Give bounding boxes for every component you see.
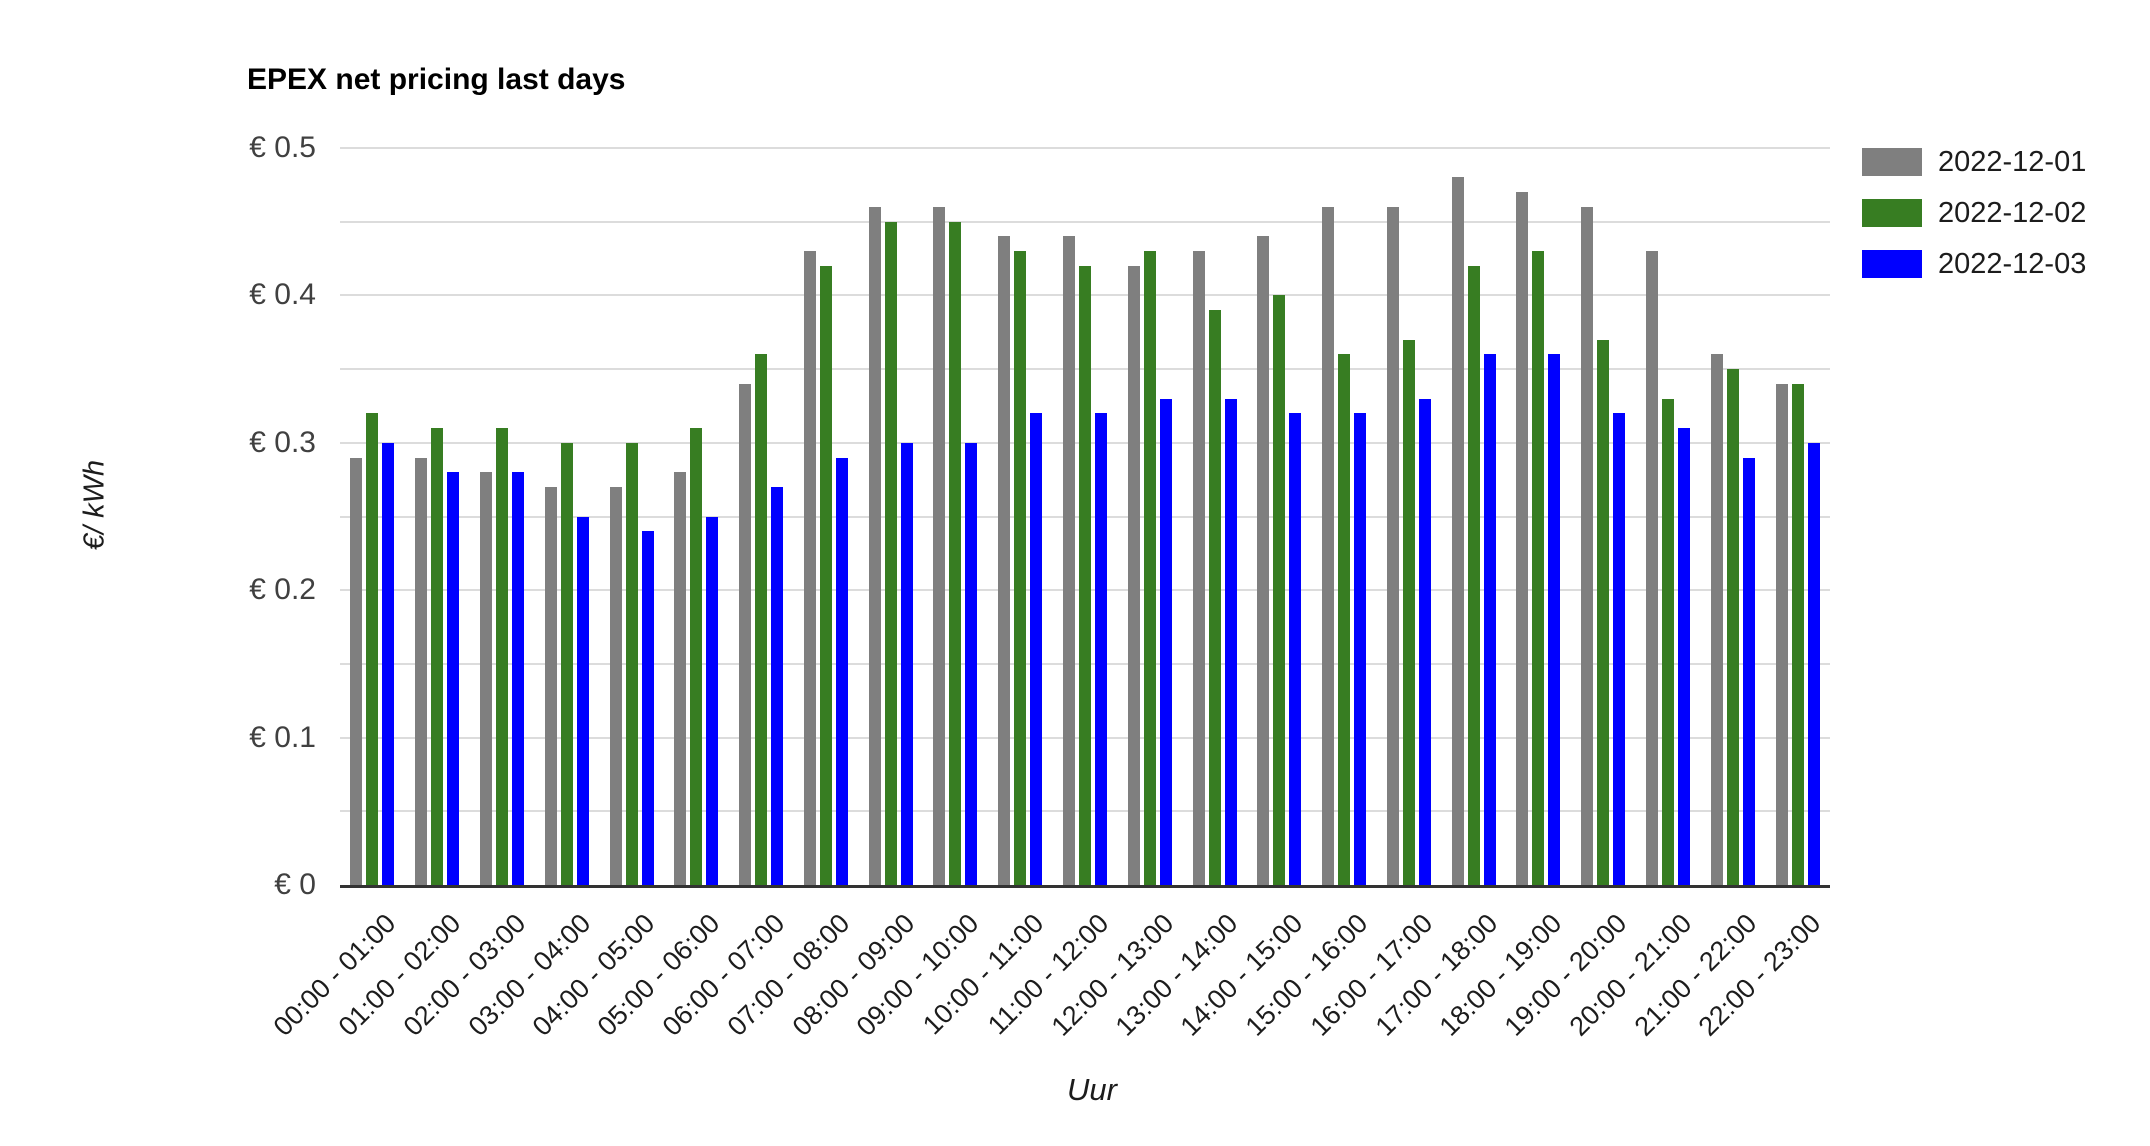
bar-2022-12-02-12:00[interactable] (1143, 251, 1156, 885)
bar-2022-12-03-11:00[interactable] (1095, 413, 1107, 885)
bar-2022-12-02-19:00[interactable] (1597, 339, 1610, 885)
bar-2022-12-02-08:00[interactable] (884, 221, 897, 885)
bar-2022-12-01-05:00[interactable] (674, 472, 687, 885)
y-tick-label: € 0.1 (249, 720, 316, 754)
bar-2022-12-03-06:00[interactable] (771, 487, 784, 885)
bar-2022-12-03-14:00[interactable] (1289, 413, 1302, 885)
bar-2022-12-02-15:00[interactable] (1338, 354, 1351, 885)
bar-2022-12-02-11:00[interactable] (1079, 265, 1091, 885)
bar-2022-12-01-03:00[interactable] (544, 487, 557, 885)
bar-2022-12-01-02:00[interactable] (479, 472, 492, 885)
bar-2022-12-02-20:00[interactable] (1662, 398, 1675, 885)
bar-2022-12-02-18:00[interactable] (1532, 251, 1545, 885)
bar-2022-12-02-02:00[interactable] (495, 428, 508, 885)
legend-swatch (1862, 148, 1922, 176)
bar-2022-12-01-21:00[interactable] (1710, 354, 1723, 885)
bar-2022-12-01-00:00[interactable] (350, 457, 363, 885)
bar-2022-12-02-05:00[interactable] (690, 428, 703, 885)
bar-2022-12-03-09:00[interactable] (965, 442, 978, 885)
bar-2022-12-02-21:00[interactable] (1726, 369, 1739, 885)
bar-2022-12-02-00:00[interactable] (366, 413, 379, 885)
bar-2022-12-03-16:00[interactable] (1418, 398, 1431, 885)
y-tick-label: € 0.3 (249, 425, 316, 459)
bar-2022-12-02-01:00[interactable] (431, 428, 444, 885)
bar-2022-12-03-07:00[interactable] (835, 457, 848, 885)
bar-2022-12-01-06:00[interactable] (739, 383, 752, 885)
bar-2022-12-03-03:00[interactable] (576, 516, 589, 885)
bar-2022-12-01-20:00[interactable] (1646, 251, 1659, 885)
legend-item-2022-12-03[interactable]: 2022-12-03 (1862, 248, 2086, 280)
legend: 2022-12-01 2022-12-02 2022-12-03 (1862, 146, 2086, 299)
bar-2022-12-01-15:00[interactable] (1322, 206, 1335, 885)
bar-2022-12-01-12:00[interactable] (1127, 265, 1140, 885)
bar-2022-12-03-00:00[interactable] (382, 442, 395, 885)
legend-label: 2022-12-02 (1938, 197, 2087, 229)
bar-2022-12-03-19:00[interactable] (1613, 413, 1626, 885)
bar-2022-12-01-18:00[interactable] (1516, 192, 1529, 885)
bar-2022-12-01-16:00[interactable] (1386, 206, 1399, 885)
legend-swatch (1862, 199, 1922, 227)
bar-2022-12-01-19:00[interactable] (1581, 206, 1594, 885)
bar-2022-12-02-10:00[interactable] (1014, 251, 1027, 885)
bar-2022-12-02-04:00[interactable] (625, 442, 638, 885)
bar-2022-12-03-10:00[interactable] (1030, 413, 1043, 885)
bar-2022-12-01-13:00[interactable] (1192, 251, 1205, 885)
bar-2022-12-02-14:00[interactable] (1273, 295, 1286, 885)
bar-2022-12-03-17:00[interactable] (1483, 354, 1496, 885)
legend-label: 2022-12-03 (1938, 248, 2087, 280)
y-axis-title: €/ kWh (78, 459, 111, 551)
bar-2022-12-03-02:00[interactable] (511, 472, 524, 885)
bar-2022-12-02-03:00[interactable] (560, 442, 573, 885)
bar-2022-12-01-07:00[interactable] (803, 251, 816, 885)
y-tick-label: € 0.5 (249, 131, 316, 164)
bar-2022-12-01-08:00[interactable] (868, 206, 881, 885)
y-tick-label: € 0.2 (249, 573, 316, 607)
legend-item-2022-12-02[interactable]: 2022-12-02 (1862, 197, 2086, 229)
y-tick-label: € 0.4 (249, 278, 316, 312)
bar-2022-12-03-08:00[interactable] (900, 442, 913, 885)
bar-2022-12-03-01:00[interactable] (447, 472, 460, 885)
gridline (340, 220, 1830, 223)
bar-2022-12-02-09:00[interactable] (949, 221, 962, 885)
bar-2022-12-01-11:00[interactable] (1063, 236, 1075, 885)
legend-label: 2022-12-01 (1938, 146, 2087, 178)
bar-2022-12-03-04:00[interactable] (641, 531, 654, 885)
x-axis-line (340, 885, 1830, 888)
bar-2022-12-03-12:00[interactable] (1159, 398, 1172, 885)
bar-2022-12-02-16:00[interactable] (1402, 339, 1415, 885)
legend-item-2022-12-01[interactable]: 2022-12-01 (1862, 146, 2086, 178)
bar-2022-12-02-17:00[interactable] (1467, 265, 1480, 885)
x-axis-title: Uur (1067, 1072, 1117, 1107)
bar-2022-12-01-01:00[interactable] (415, 457, 428, 885)
bar-2022-12-01-09:00[interactable] (933, 206, 946, 885)
legend-swatch (1862, 250, 1922, 278)
bar-2022-12-01-04:00[interactable] (609, 487, 622, 885)
bar-2022-12-03-15:00[interactable] (1354, 413, 1367, 885)
bar-2022-12-01-14:00[interactable] (1257, 236, 1270, 885)
bar-2022-12-01-17:00[interactable] (1451, 177, 1464, 885)
gridline (340, 147, 1830, 149)
bar-2022-12-03-22:00[interactable] (1807, 442, 1820, 885)
bar-2022-12-03-21:00[interactable] (1742, 457, 1755, 885)
bar-2022-12-01-10:00[interactable] (998, 236, 1011, 885)
bar-2022-12-03-20:00[interactable] (1678, 428, 1691, 885)
chart-title: EPEX net pricing last days (247, 63, 626, 96)
bar-2022-12-03-05:00[interactable] (706, 516, 719, 885)
bar-2022-12-02-13:00[interactable] (1208, 310, 1221, 885)
bar-2022-12-01-22:00[interactable] (1775, 383, 1788, 885)
bar-2022-12-03-18:00[interactable] (1548, 354, 1561, 885)
bar-2022-12-02-06:00[interactable] (755, 354, 768, 885)
bar-2022-12-02-22:00[interactable] (1791, 383, 1804, 885)
y-tick-label: € 0 (274, 868, 316, 901)
bar-2022-12-03-13:00[interactable] (1224, 398, 1237, 885)
bar-2022-12-02-07:00[interactable] (819, 265, 832, 885)
